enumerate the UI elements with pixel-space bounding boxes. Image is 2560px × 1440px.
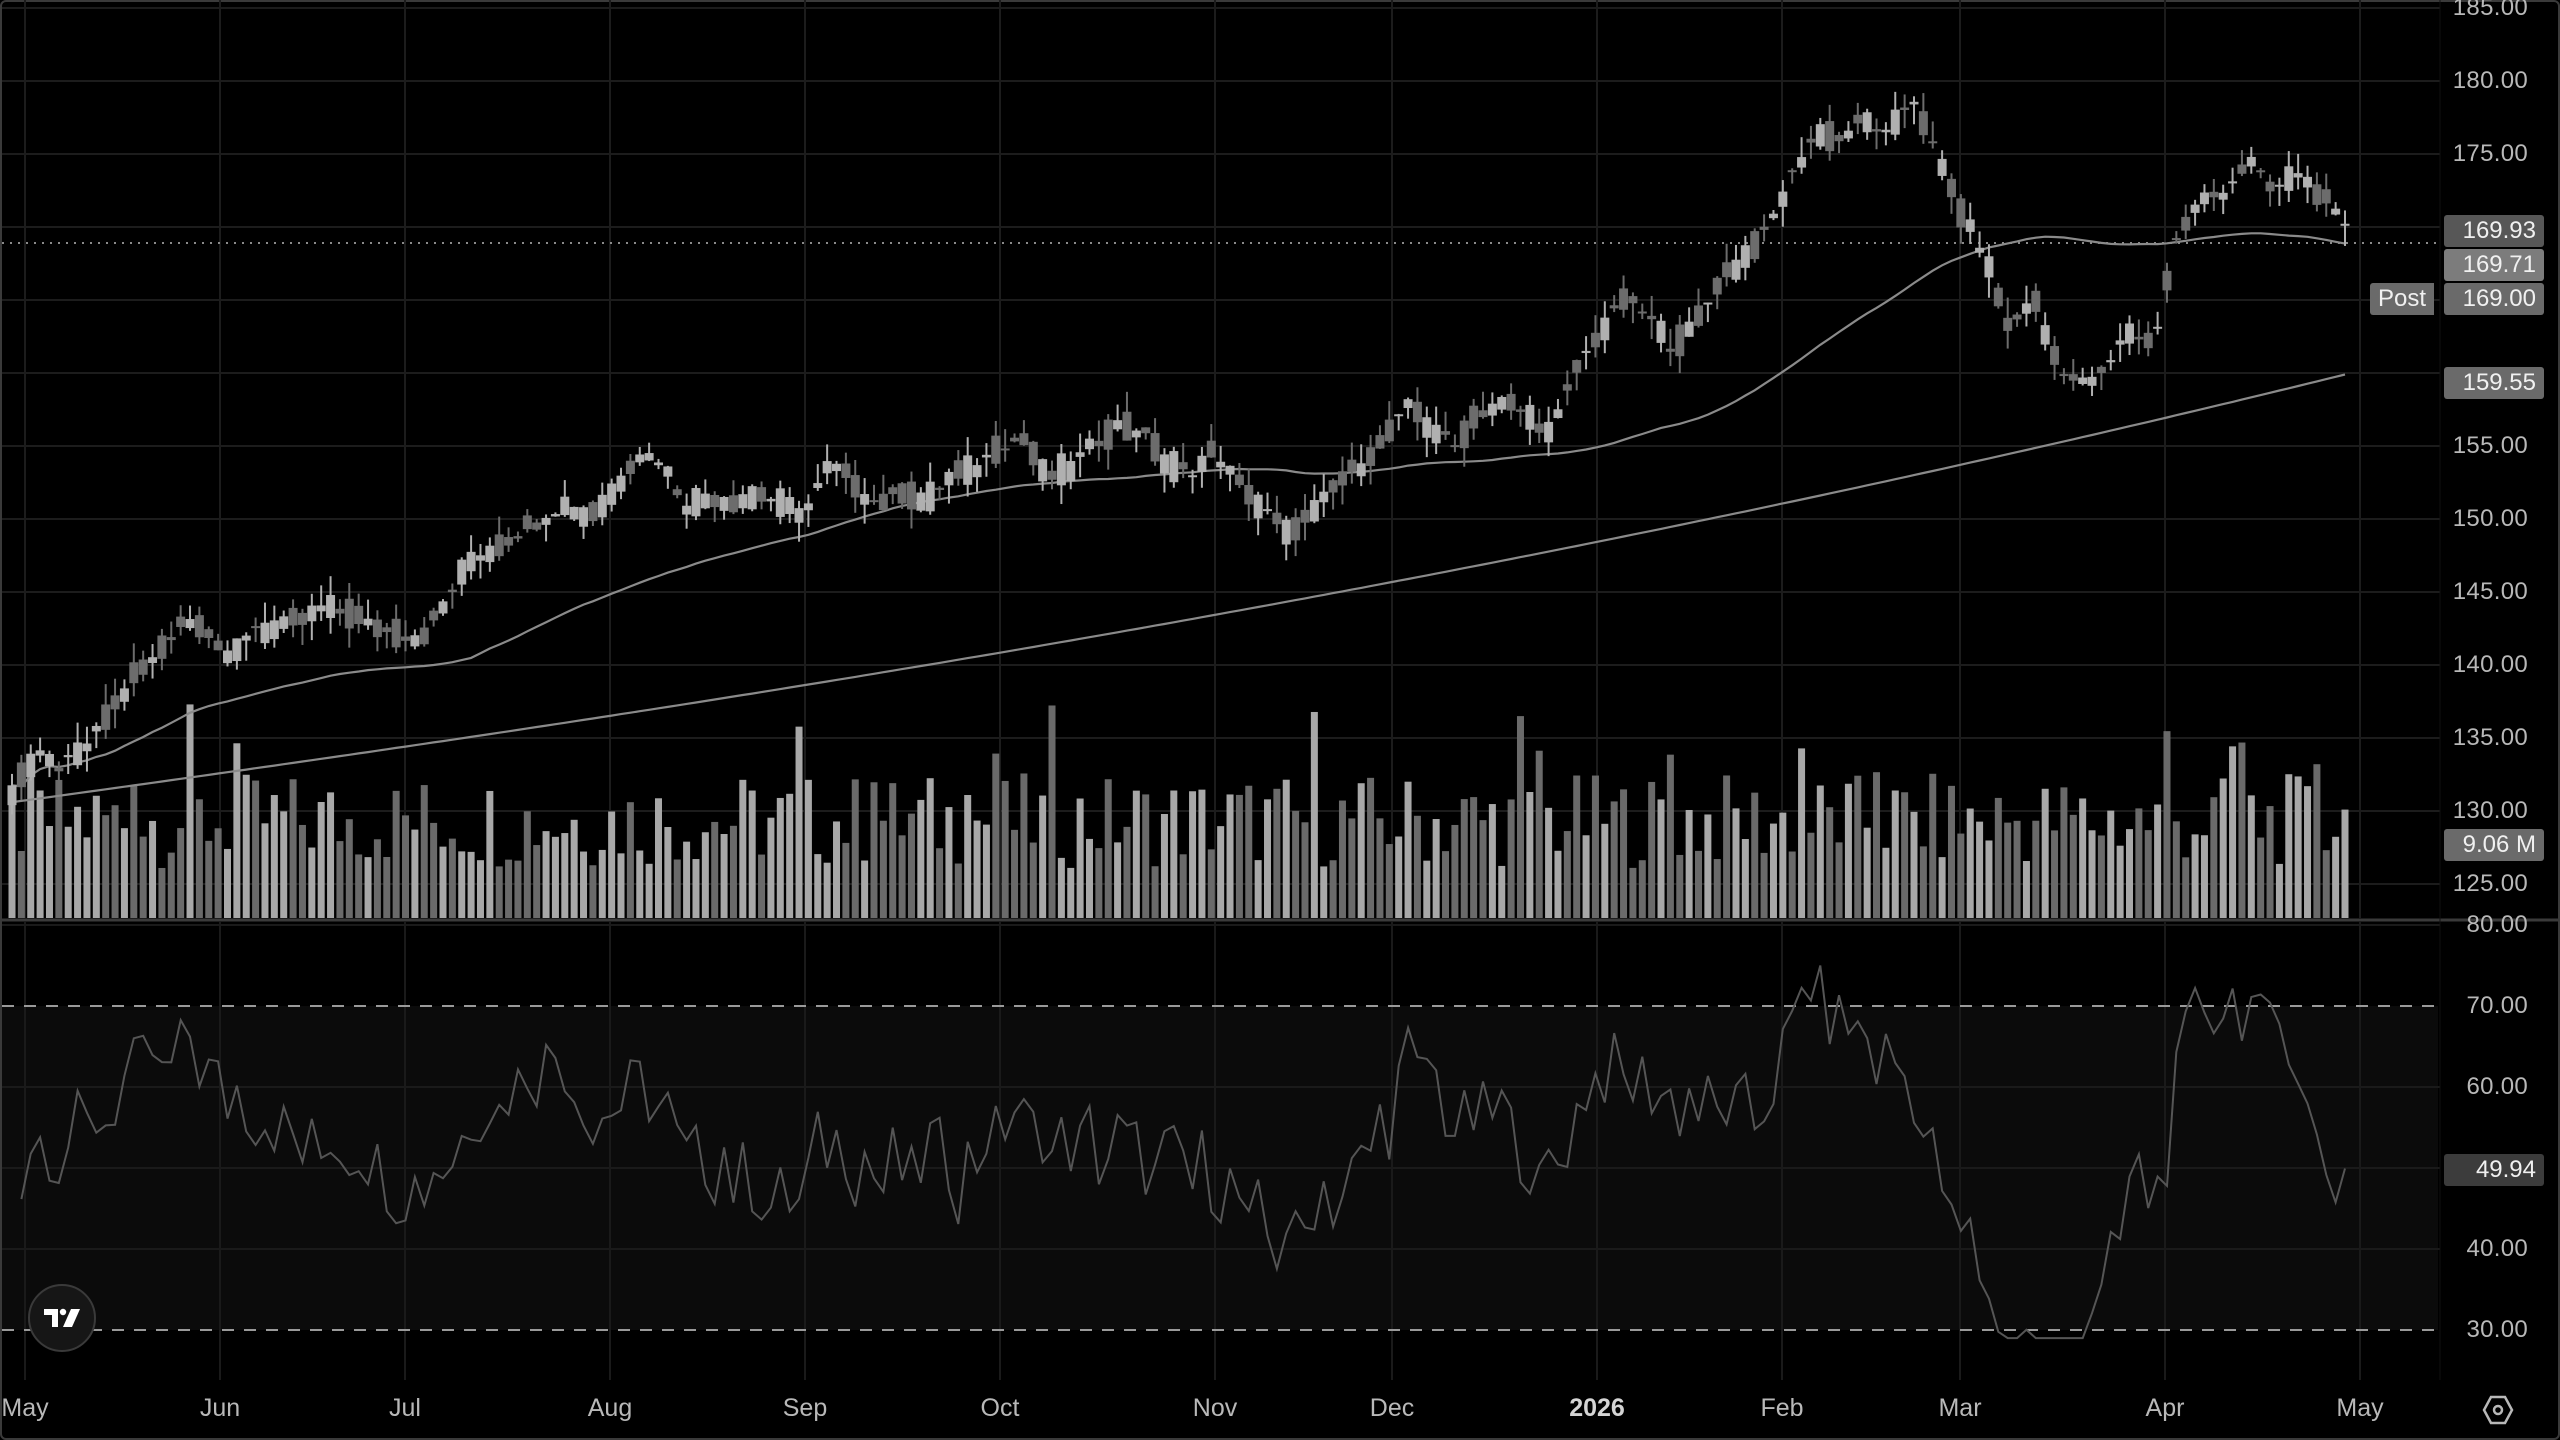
date-axis-label: May (2336, 1394, 2384, 1422)
price-axis-tick: 150.00 (2452, 505, 2528, 532)
date-axis-label: 2026 (1569, 1394, 1625, 1422)
price-axis-tick: 180.00 (2452, 67, 2528, 94)
tradingview-logo-button[interactable] (28, 1284, 96, 1352)
volume-value-tag: 9.06 M (2444, 829, 2544, 861)
date-axis-label: Sep (782, 1394, 828, 1422)
rsi-axis-tick: 80.00 (2466, 911, 2528, 938)
date-axis-label: Aug (587, 1394, 633, 1422)
date-axis-label: Dec (1369, 1394, 1415, 1422)
price-axis-tick: 175.00 (2452, 140, 2528, 167)
rsi-grid-lines (2, 922, 2440, 1380)
price-axis-tick: 125.00 (2452, 870, 2528, 897)
rsi-value-tag: 49.94 (2444, 1154, 2544, 1186)
rsi-axis-tick: 60.00 (2466, 1073, 2528, 1100)
volume-bars (8, 704, 2349, 918)
rsi-axis-tick: 30.00 (2466, 1316, 2528, 1343)
rsi-axis-tick: 70.00 (2466, 992, 2528, 1019)
price-axis-tick: 130.00 (2452, 797, 2528, 824)
date-axis-label: May (1, 1394, 49, 1422)
rsi-line (20, 965, 2346, 1340)
post-market-price-tag: 169.00 (2444, 283, 2544, 315)
date-axis-label: Jul (389, 1394, 421, 1422)
date-axis-label: Jun (199, 1394, 241, 1422)
price-axis-tick: 140.00 (2452, 651, 2528, 678)
price-axis-tick: 185.00 (2452, 0, 2528, 21)
post-market-label: Post (2370, 283, 2435, 315)
date-axis-label: Feb (1760, 1394, 1804, 1422)
date-axis-label: Mar (1938, 1394, 1982, 1422)
price-axis-tick: 135.00 (2452, 724, 2528, 751)
date-axis-label: Nov (1192, 1394, 1238, 1422)
candlesticks (7, 91, 2350, 815)
last-close-tag: 169.93 (2444, 215, 2544, 247)
ma-slow-value-tag: 159.55 (2444, 367, 2544, 399)
ma-slow-line (11, 373, 2346, 804)
price-axis-tick: 145.00 (2452, 578, 2528, 605)
price-axis-tick: 155.00 (2452, 432, 2528, 459)
ma-fast-value-tag: 169.71 (2444, 249, 2544, 281)
ma-fast-line (11, 232, 2346, 788)
tradingview-logo-icon (44, 1308, 80, 1327)
gear-hex-icon (2482, 1395, 2514, 1425)
date-axis-label: Oct (980, 1394, 1020, 1422)
settings-button[interactable] (2480, 1392, 2516, 1428)
rsi-axis-tick: 40.00 (2466, 1235, 2528, 1262)
date-axis-label: Apr (2145, 1394, 2185, 1422)
